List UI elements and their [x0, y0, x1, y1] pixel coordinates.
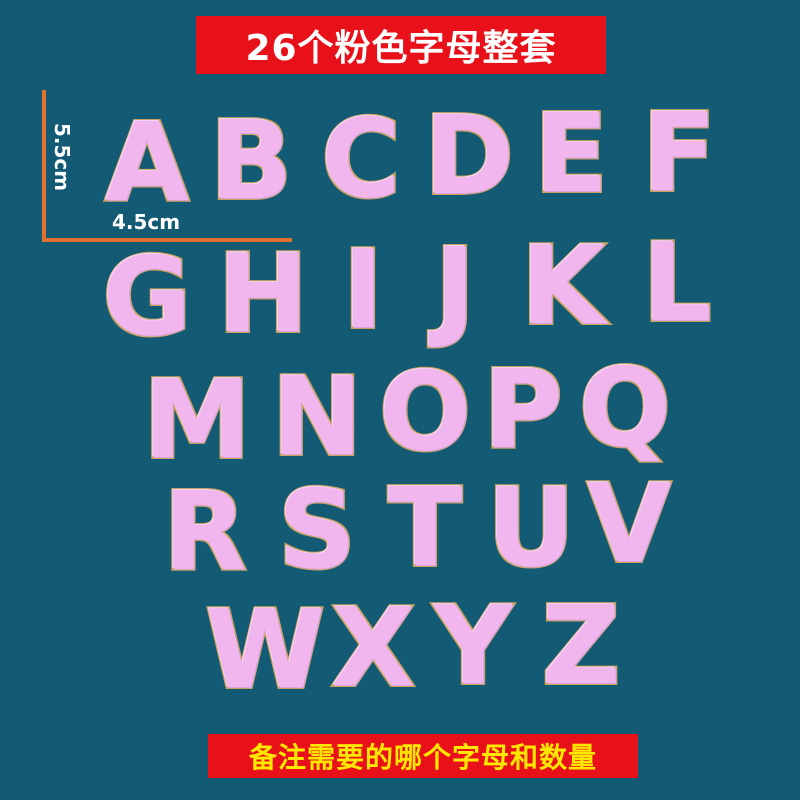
letter-patch-q: Q [577, 346, 673, 471]
footer-banner: 备注需要的哪个字母和数量 [208, 734, 638, 778]
letter-patch-i: I [341, 228, 385, 353]
letter-patch-f: F [640, 91, 718, 216]
letter-patch-r: R [161, 470, 248, 595]
letter-patch-p: P [481, 348, 564, 473]
letter-patch-c: C [319, 97, 402, 222]
footer-note-text: 备注需要的哪个字母和数量 [248, 741, 597, 774]
letter-patch-a: A [103, 101, 191, 226]
letter-patch-d: D [422, 94, 516, 219]
letter-patch-g: G [101, 235, 194, 360]
letter-patch-k: K [519, 224, 607, 349]
letter-patch-l: L [641, 221, 714, 346]
letter-patch-o: O [377, 350, 473, 475]
width-dimension-label: 4.5cm [112, 210, 181, 234]
letter-patch-t: T [386, 466, 464, 591]
letter-patch-m: M [141, 358, 252, 483]
letter-patch-h: H [216, 232, 310, 357]
letter-patch-u: U [485, 466, 577, 591]
letter-patch-e: E [532, 92, 610, 217]
letter-patch-s: S [276, 468, 358, 593]
title-text: 26个粉色字母整套 [245, 28, 557, 69]
letter-patch-w: W [203, 588, 326, 713]
title-banner: 26个粉色字母整套 [196, 16, 606, 74]
width-guide-line [42, 238, 292, 242]
letter-patch-j: J [433, 226, 477, 351]
letter-patch-x: X [329, 586, 416, 711]
letter-patch-z: Z [540, 584, 622, 709]
height-guide-line [42, 90, 46, 242]
letter-patch-v: V [585, 462, 673, 587]
letter-patch-y: Y [432, 584, 514, 709]
letter-patch-b: B [208, 99, 294, 224]
letter-patch-n: N [270, 355, 364, 480]
